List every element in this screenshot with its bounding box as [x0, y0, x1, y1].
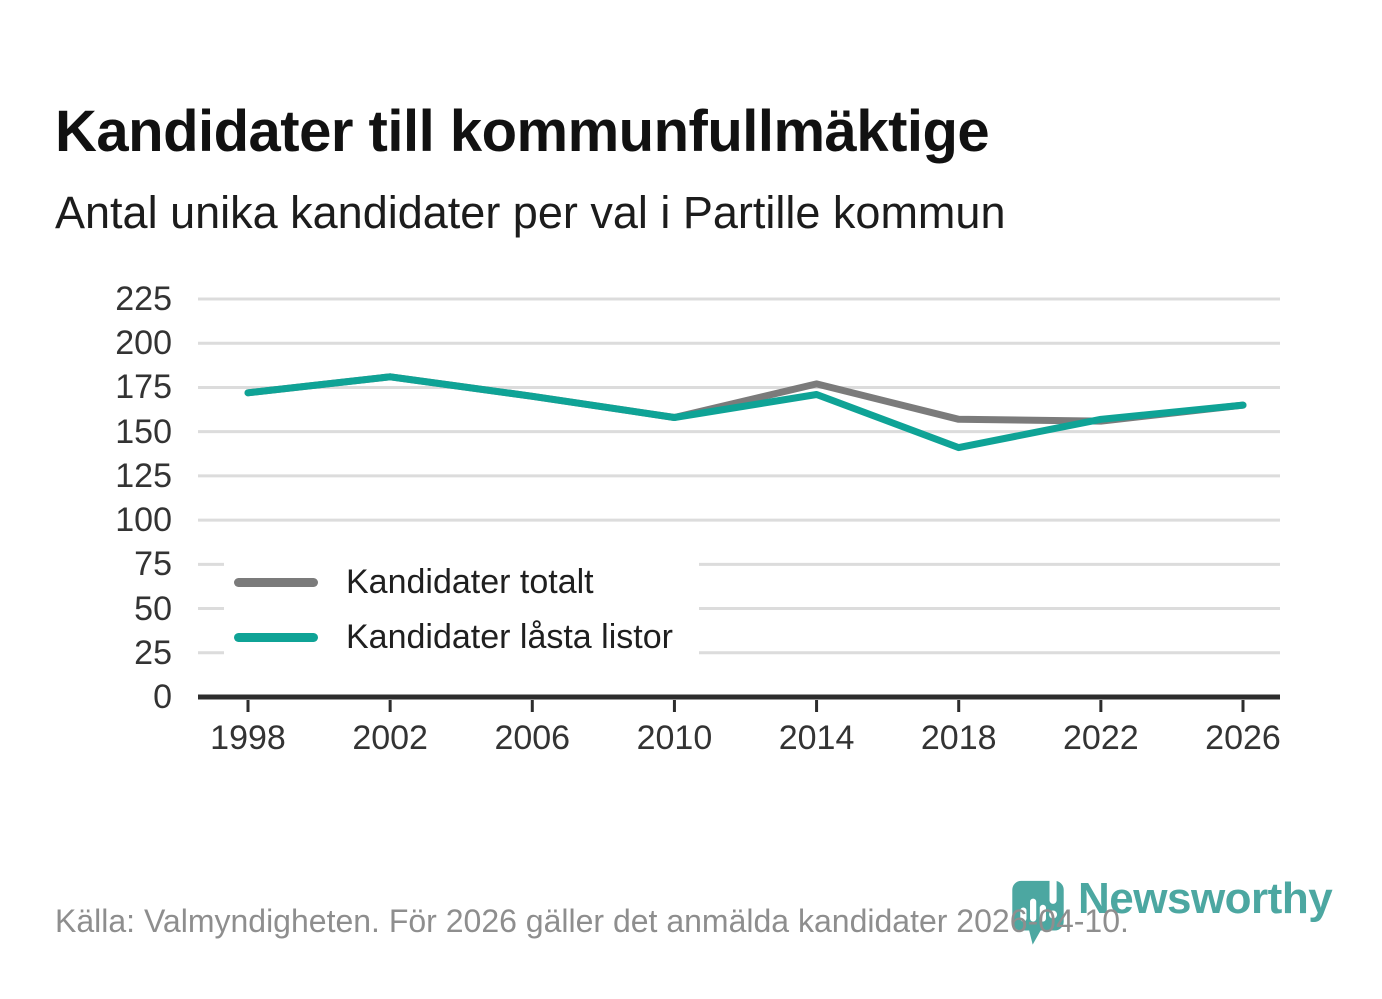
- x-axis-tick-label: 2002: [352, 719, 428, 757]
- y-axis-tick-label: 75: [134, 545, 172, 584]
- y-axis-tick-label: 25: [134, 633, 172, 672]
- y-axis-tick-label: 100: [115, 501, 172, 540]
- x-axis-tick-label: 2010: [636, 719, 713, 757]
- y-axis-tick-label: 225: [115, 280, 172, 318]
- legend-item-lasta-listor: Kandidater låsta listor: [234, 610, 673, 665]
- y-axis-tick-label: 175: [115, 368, 172, 407]
- legend-swatch-lasta-listor: [234, 633, 318, 642]
- chart-title: Kandidater till kommunfullmäktige: [55, 98, 990, 164]
- chart-subtitle: Antal unika kandidater per val i Partill…: [55, 187, 1006, 238]
- newsworthy-wordmark: Newsworthy: [1078, 874, 1333, 923]
- y-axis-tick-label: 200: [115, 324, 172, 363]
- legend: Kandidater totalt Kandidater låsta listo…: [224, 549, 699, 673]
- x-axis-tick-label: 1998: [210, 719, 286, 757]
- y-axis-tick-label: 125: [115, 456, 172, 495]
- y-axis-tick-label: 150: [115, 412, 172, 451]
- newsworthy-pin-icon: [1012, 873, 1064, 945]
- source-note: Källa: Valmyndigheten. För 2026 gäller d…: [55, 903, 1129, 939]
- x-axis-tick-label: 2022: [1063, 719, 1139, 757]
- x-axis-tick-label: 2026: [1205, 719, 1281, 757]
- legend-item-totalt: Kandidater totalt: [234, 555, 673, 610]
- x-axis-tick-label: 2014: [778, 719, 855, 757]
- x-axis-tick-label: 2018: [920, 719, 997, 757]
- legend-label-lasta-listor: Kandidater låsta listor: [346, 618, 673, 656]
- newsworthy-logo: Newsworthy: [1010, 872, 1333, 950]
- legend-label-totalt: Kandidater totalt: [346, 563, 594, 601]
- y-axis-tick-label: 0: [153, 678, 172, 716]
- x-axis-tick-label: 2006: [494, 719, 571, 757]
- y-axis-tick-label: 50: [134, 589, 172, 628]
- legend-swatch-totalt: [234, 578, 318, 587]
